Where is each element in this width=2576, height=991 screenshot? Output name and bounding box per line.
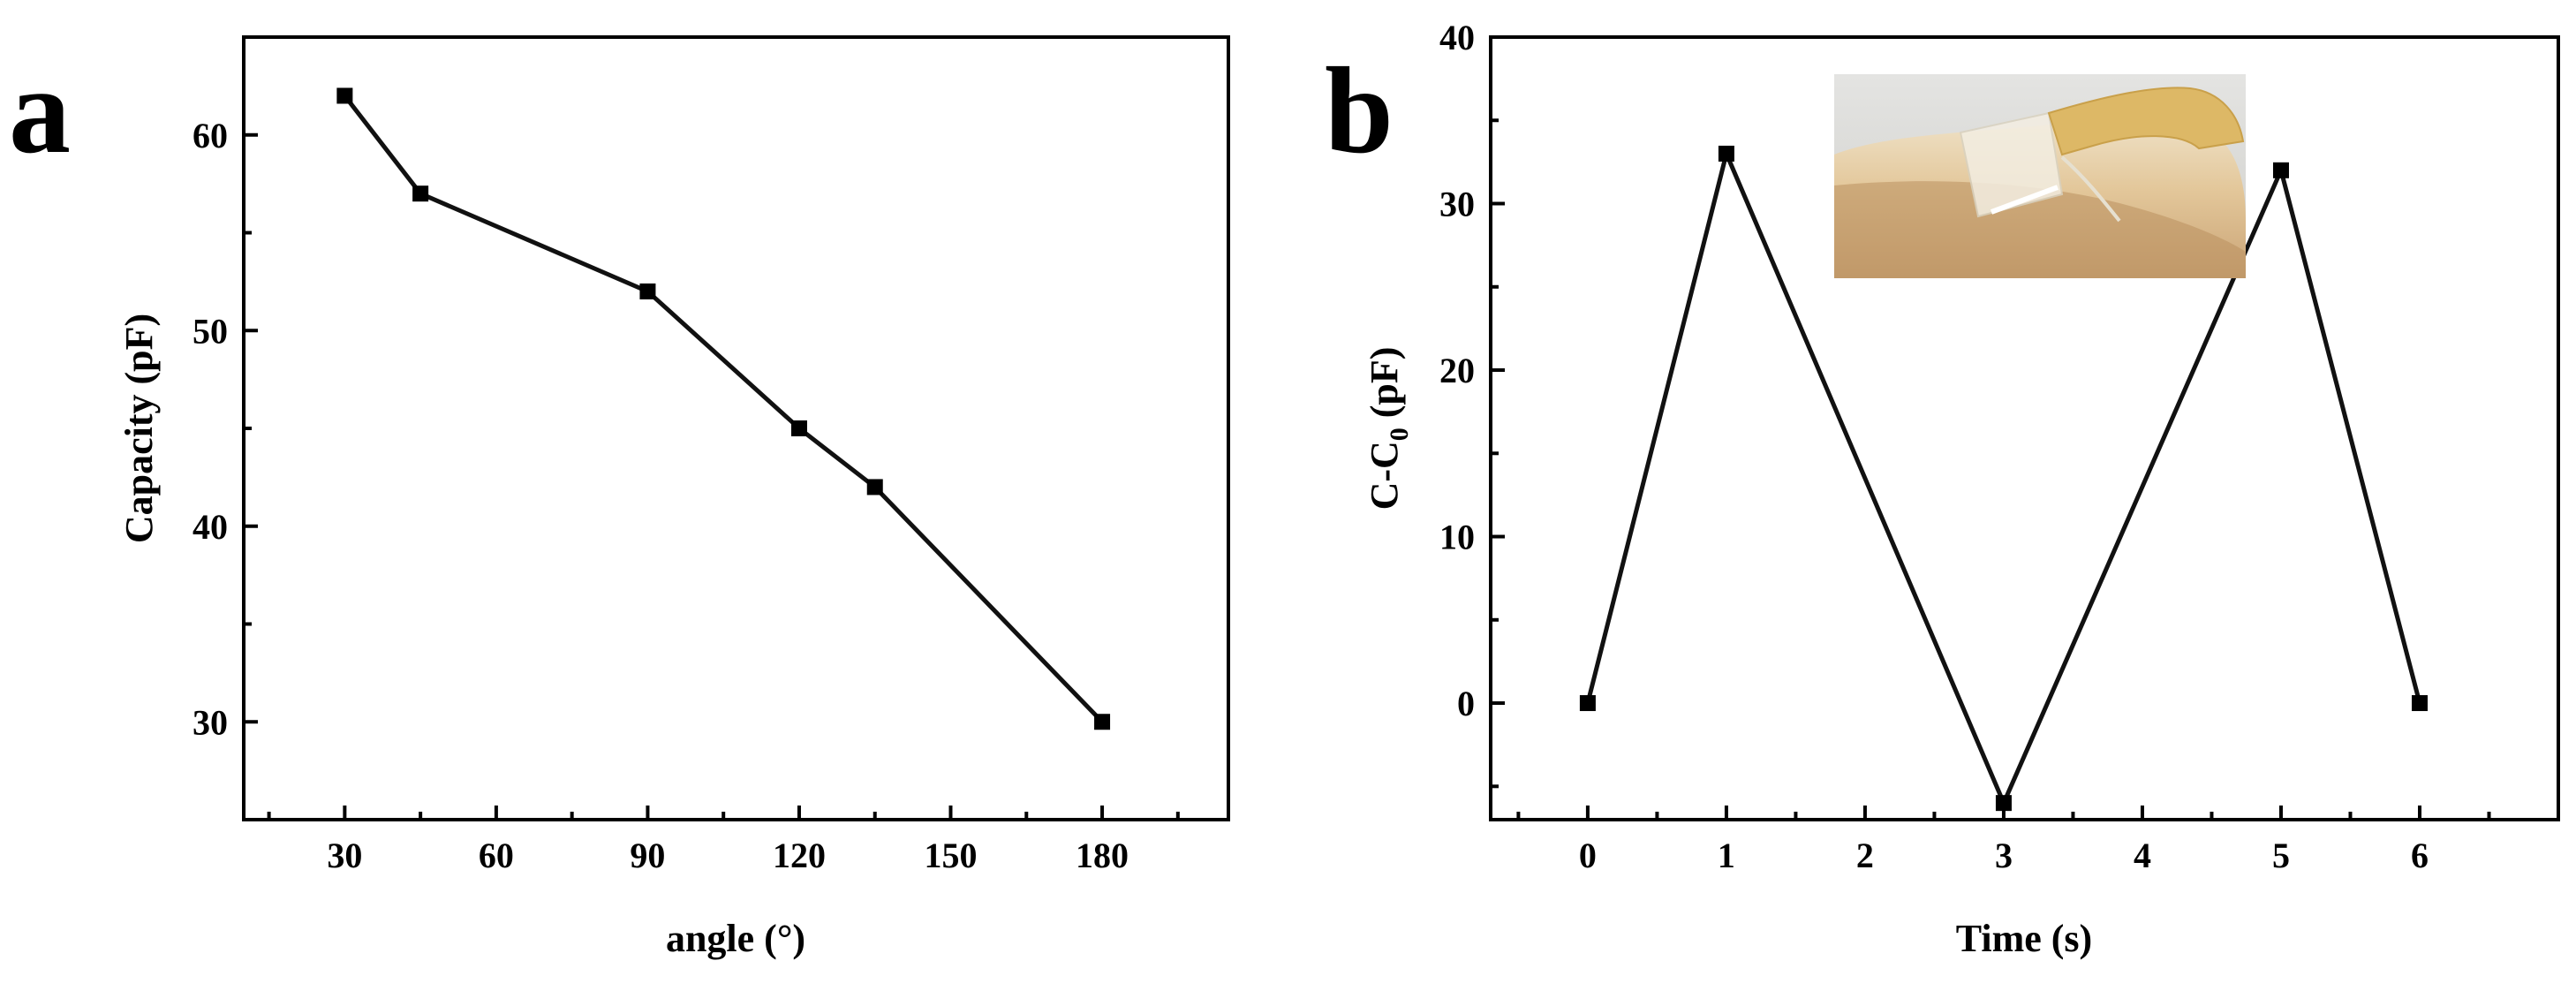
data-point-b — [1995, 795, 2012, 812]
data-point-a — [412, 185, 429, 202]
y-axis-title-a: Capacity (pF) — [117, 314, 161, 543]
markers-b — [1579, 145, 2428, 812]
x-tick-label-a: 60 — [479, 836, 514, 875]
inset-tape — [2047, 87, 2245, 156]
x-tick-label-a: 90 — [630, 836, 665, 875]
x-tick-label-b: 6 — [2411, 836, 2429, 875]
series-line-a — [343, 94, 1104, 723]
data-point-b — [1579, 695, 1596, 712]
inset-wire — [2060, 155, 2121, 223]
y-tick-label-b: 30 — [1439, 185, 1475, 224]
x-tick-label-a: 120 — [773, 836, 826, 875]
panel-letter-b: b — [1325, 42, 1394, 179]
y-axis-title-b-unit: (pF) — [1363, 347, 1406, 428]
x-tick-label-b: 3 — [1995, 836, 2013, 875]
data-point-a — [336, 87, 353, 104]
x-tick-label-b: 5 — [2272, 836, 2290, 875]
axes-b: 0 1 2 3 4 5 6 0 10 20 30 40 — [1439, 18, 2491, 875]
x-axis-title-a: angle (°) — [666, 917, 805, 960]
x-tick-label-b: 2 — [1856, 836, 1874, 875]
y-tick-label-a: 40 — [193, 507, 228, 547]
x-tick-label-a: 30 — [327, 836, 362, 875]
y-axis-title-b: C-C0 (pF) — [1363, 347, 1414, 511]
inset-photo — [1834, 74, 2246, 278]
data-point-b — [2272, 162, 2289, 178]
data-point-b — [2411, 695, 2428, 712]
data-point-a — [1094, 714, 1111, 730]
inset-sensor-film — [1959, 111, 2064, 218]
y-tick-label-b: 40 — [1439, 18, 1475, 57]
data-point-a — [790, 420, 807, 436]
panel-letter-a: a — [9, 42, 71, 179]
y-tick-label-b: 20 — [1439, 351, 1475, 390]
chart-panel-a: 30 60 90 120 150 180 30 40 50 60 angle (°) Capaci… — [117, 35, 1230, 960]
y-axis-title-b-main: C-C — [1363, 441, 1406, 510]
plot-frame-b — [1489, 35, 2560, 821]
data-point-b — [1718, 145, 1734, 162]
y-axis-title-b-sub: 0 — [1385, 427, 1414, 441]
x-tick-label-a: 180 — [1076, 836, 1129, 875]
y-tick-label-b: 0 — [1457, 684, 1475, 723]
y-tick-label-b: 10 — [1439, 518, 1475, 557]
x-tick-label-b: 4 — [2134, 836, 2151, 875]
inset-finger-shadow — [1834, 181, 2246, 278]
y-tick-label-a: 50 — [193, 311, 228, 351]
y-tick-label-a: 60 — [193, 116, 228, 155]
axes-a: 30 60 90 120 150 180 30 40 50 60 — [193, 35, 1180, 875]
x-tick-label-a: 150 — [925, 836, 978, 875]
y-tick-label-a: 30 — [193, 702, 228, 742]
data-point-a — [639, 283, 656, 299]
x-tick-label-b: 0 — [1579, 836, 1597, 875]
x-axis-title-b: Time (s) — [1956, 917, 2092, 960]
data-point-a — [866, 479, 883, 496]
markers-a — [336, 87, 1111, 730]
inset-electrode — [1990, 185, 2059, 215]
x-tick-label-b: 1 — [1718, 836, 1735, 875]
